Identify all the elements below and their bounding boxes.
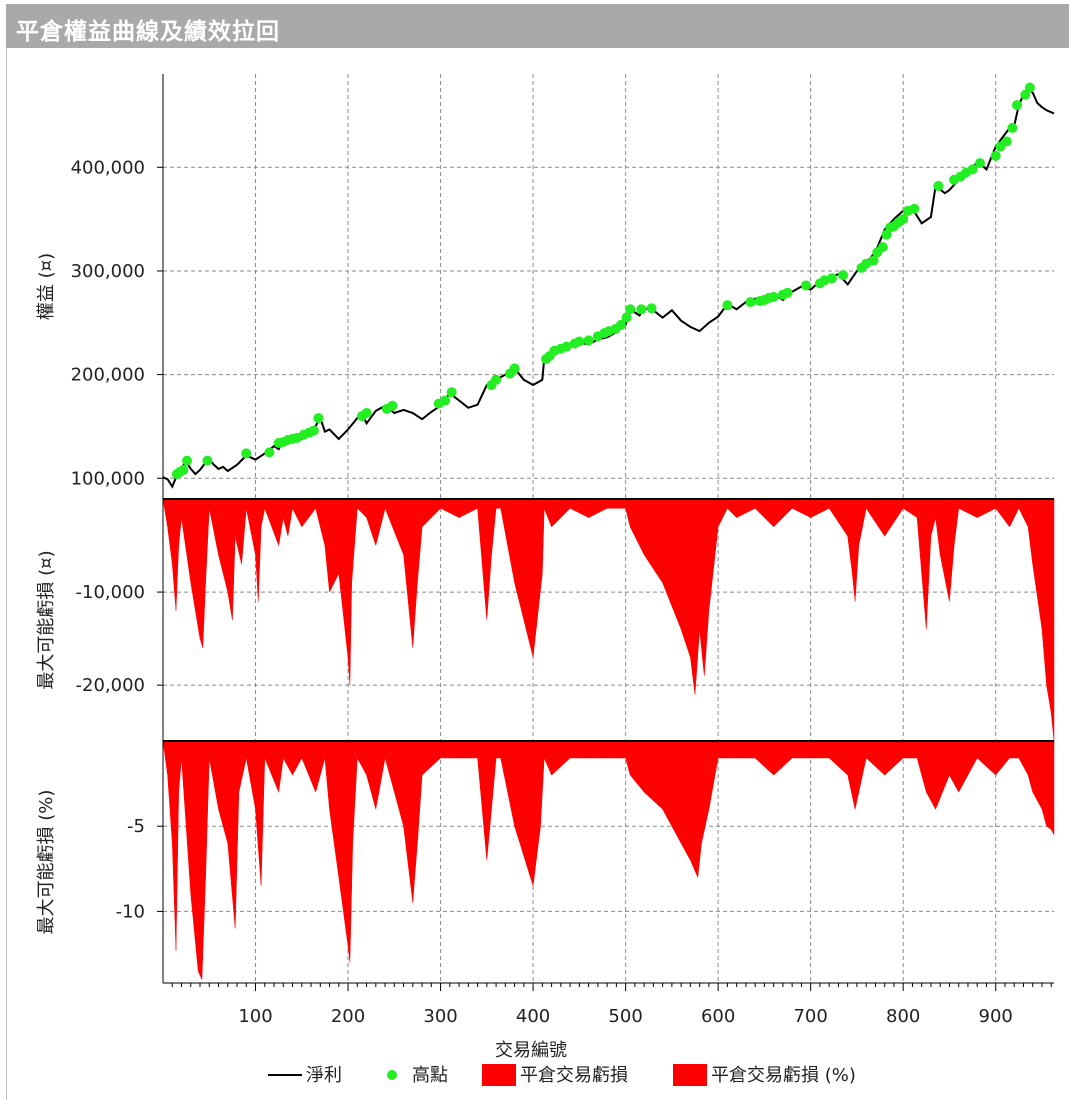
equity-line — [162, 87, 1055, 489]
legend-label: 高點 — [412, 1065, 448, 1086]
legend-label: 平倉交易虧損 (%) — [711, 1065, 856, 1086]
high-point — [1024, 82, 1035, 93]
high-point — [722, 300, 733, 311]
high-point — [745, 297, 756, 308]
y-tick-label: -20,000 — [76, 675, 145, 696]
high-point — [491, 374, 502, 385]
y-tick-label: -10,000 — [76, 582, 145, 603]
legend-label: 平倉交易虧損 — [520, 1065, 628, 1086]
high-point — [574, 336, 585, 347]
high-point — [446, 387, 457, 398]
high-point — [1007, 122, 1018, 133]
high-point — [877, 242, 888, 253]
high-point — [826, 273, 837, 284]
high-point — [801, 280, 812, 291]
y-tick-label: 400,000 — [71, 157, 145, 178]
high-point — [387, 400, 398, 411]
panel-title: 平倉權益曲線及績效拉回 — [16, 19, 280, 45]
high-point — [967, 164, 978, 175]
high-point — [990, 150, 1001, 161]
high-point — [241, 448, 252, 459]
legend-swatch-box — [673, 1064, 707, 1086]
drawdown-area — [162, 498, 1055, 742]
x-tick-label: 900 — [979, 1006, 1013, 1027]
high-point — [1011, 100, 1022, 111]
high-point — [933, 180, 944, 191]
legend-swatch-box — [482, 1064, 516, 1086]
x-tick-label: 300 — [423, 1006, 457, 1027]
x-tick-label: 400 — [516, 1006, 550, 1027]
y-axis-title: 最大可能虧損 (¤) — [36, 550, 57, 689]
x-tick-label: 500 — [608, 1006, 642, 1027]
high-point — [561, 341, 572, 352]
y-axis-title: 權益 (¤) — [36, 253, 57, 320]
high-point — [308, 425, 319, 436]
frame-border — [6, 48, 7, 1100]
high-point — [313, 413, 324, 424]
high-point — [361, 407, 372, 418]
high-point — [646, 303, 657, 314]
y-tick-label: -5 — [127, 816, 145, 837]
x-tick-label: 700 — [793, 1006, 827, 1027]
high-point — [202, 455, 213, 466]
high-point — [1020, 89, 1031, 100]
y-tick-label: 200,000 — [71, 365, 145, 386]
high-point — [583, 335, 594, 346]
panel-header: 平倉權益曲線及績效拉回 — [6, 4, 1069, 48]
x-tick-label: 800 — [886, 1006, 920, 1027]
y-tick-label: 300,000 — [71, 261, 145, 282]
high-point — [509, 363, 520, 374]
high-point — [621, 312, 632, 323]
high-point — [768, 291, 779, 302]
high-point — [264, 447, 275, 458]
high-point — [440, 395, 451, 406]
x-tick-label: 100 — [238, 1006, 272, 1027]
legend-label: 淨利 — [306, 1065, 342, 1086]
high-point — [636, 304, 647, 315]
high-point — [782, 287, 793, 298]
high-point — [1001, 136, 1012, 147]
y-tick-label: 100,000 — [71, 468, 145, 489]
high-point — [182, 455, 193, 466]
high-point — [625, 304, 636, 315]
high-point — [868, 255, 879, 266]
y-axis-title: 最大可能虧損 (%) — [36, 790, 57, 935]
high-point — [909, 203, 920, 214]
legend-swatch-dot — [387, 1070, 397, 1080]
high-point — [615, 319, 626, 330]
high-point — [974, 158, 985, 169]
high-point — [898, 214, 909, 225]
high-point — [838, 270, 849, 281]
x-tick-label: 200 — [331, 1006, 365, 1027]
y-tick-label: -10 — [116, 901, 145, 922]
high-point — [178, 464, 189, 475]
drawdown-pct-area — [162, 740, 1055, 980]
x-axis-title: 交易編號 — [495, 1040, 567, 1061]
x-tick-label: 600 — [701, 1006, 735, 1027]
